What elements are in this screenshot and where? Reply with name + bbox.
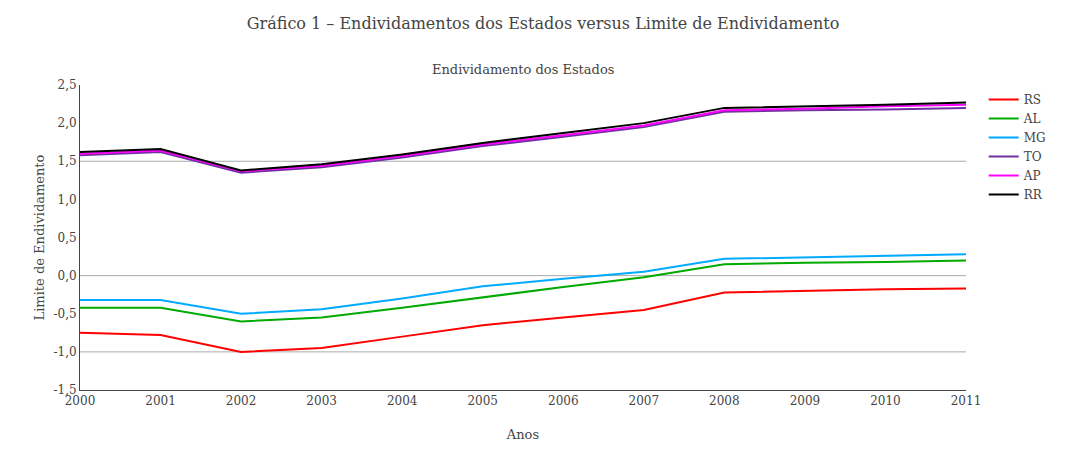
svg-text:TO: TO: [1024, 150, 1042, 164]
svg-text:MG: MG: [1024, 131, 1046, 145]
svg-text:2010: 2010: [870, 394, 901, 408]
svg-text:2003: 2003: [306, 394, 337, 408]
svg-text:2000: 2000: [65, 394, 96, 408]
svg-text:2011: 2011: [951, 394, 982, 408]
svg-text:Anos: Anos: [506, 427, 539, 442]
svg-text:Limite de Endividamento: Limite de Endividamento: [32, 154, 47, 320]
svg-text:AP: AP: [1023, 169, 1041, 183]
svg-text:2007: 2007: [629, 394, 660, 408]
svg-text:RR: RR: [1024, 188, 1043, 202]
svg-text:2001: 2001: [145, 394, 176, 408]
svg-text:-1,0: -1,0: [53, 345, 76, 359]
svg-text:-1,5: -1,5: [53, 383, 76, 397]
svg-text:Endividamento dos Estados: Endividamento dos Estados: [432, 62, 614, 77]
svg-text:1,5: 1,5: [58, 154, 77, 168]
svg-text:2009: 2009: [790, 394, 821, 408]
svg-text:RS: RS: [1024, 93, 1041, 107]
svg-text:1,0: 1,0: [58, 193, 77, 207]
svg-text:0,5: 0,5: [58, 231, 77, 245]
svg-text:2,0: 2,0: [58, 116, 77, 130]
svg-text:AL: AL: [1023, 112, 1041, 126]
svg-text:2005: 2005: [467, 394, 498, 408]
svg-text:-0,5: -0,5: [53, 307, 76, 321]
svg-text:2,5: 2,5: [58, 78, 77, 92]
svg-text:2008: 2008: [709, 394, 740, 408]
svg-text:2004: 2004: [387, 394, 418, 408]
svg-text:2006: 2006: [548, 394, 579, 408]
svg-text:0,0: 0,0: [58, 269, 77, 283]
svg-text:Gráfico 1 – Endividamentos dos: Gráfico 1 – Endividamentos dos Estados v…: [247, 14, 840, 33]
svg-text:2002: 2002: [226, 394, 257, 408]
